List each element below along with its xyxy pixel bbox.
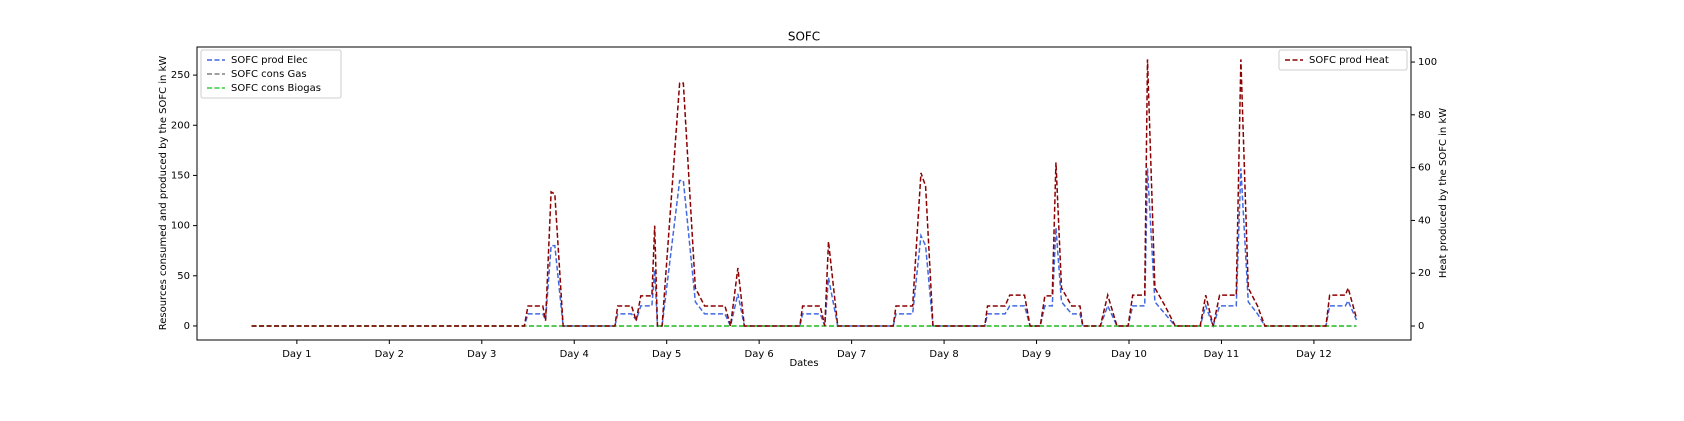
plot-frame — [196, 46, 1412, 341]
y2-axis-label: Heat produced by the SOFC in kW — [1438, 108, 1449, 278]
y-tick-label: 100 — [171, 221, 190, 232]
legend-label: SOFC cons Gas — [231, 69, 307, 80]
legend-label: SOFC cons Biogas — [231, 83, 321, 94]
chart-title: SOFC — [788, 30, 820, 44]
y2-tick-label: 100 — [1418, 57, 1437, 68]
y2-tick-label: 0 — [1418, 321, 1424, 332]
x-tick-label: Day 7 — [837, 349, 866, 360]
x-tick-label: Day 4 — [560, 349, 589, 360]
x-tick-label: Day 8 — [929, 349, 958, 360]
x-tick-label: Day 5 — [652, 349, 681, 360]
legend-label: SOFC prod Heat — [1309, 55, 1389, 66]
x-tick-label: Day 9 — [1022, 349, 1051, 360]
y-tick-label: 150 — [171, 170, 190, 181]
x-axis-label: Dates — [789, 358, 818, 369]
y-tick-label: 200 — [171, 120, 190, 131]
x-tick-label: Day 3 — [467, 349, 496, 360]
legend-label: SOFC prod Elec — [231, 55, 308, 66]
x-tick-label: Day 11 — [1204, 349, 1240, 360]
y-axis-label: Resources consumed and produced by the S… — [158, 56, 169, 331]
plot-area — [251, 59, 1358, 329]
x-tick-label: Day 10 — [1111, 349, 1147, 360]
y2-tick-label: 60 — [1418, 163, 1431, 174]
legend-box — [1278, 49, 1408, 71]
series-line — [251, 59, 1358, 327]
y2-tick-label: 40 — [1418, 215, 1431, 226]
x-tick-label: Day 12 — [1296, 349, 1332, 360]
legends: SOFC prod Elec SOFC cons Gas SOFC cons Bio… — [200, 49, 1408, 99]
y-tick-label: 250 — [171, 70, 190, 81]
y-tick-label: 0 — [184, 321, 190, 332]
y-tick-label: 50 — [177, 271, 190, 282]
x-tick-label: Day 6 — [745, 349, 774, 360]
y2-tick-label: 20 — [1418, 268, 1431, 279]
y2-tick-label: 80 — [1418, 110, 1431, 121]
legend-box — [200, 49, 342, 99]
x-tick-label: Day 1 — [282, 349, 311, 360]
x-tick-label: Day 2 — [375, 349, 404, 360]
